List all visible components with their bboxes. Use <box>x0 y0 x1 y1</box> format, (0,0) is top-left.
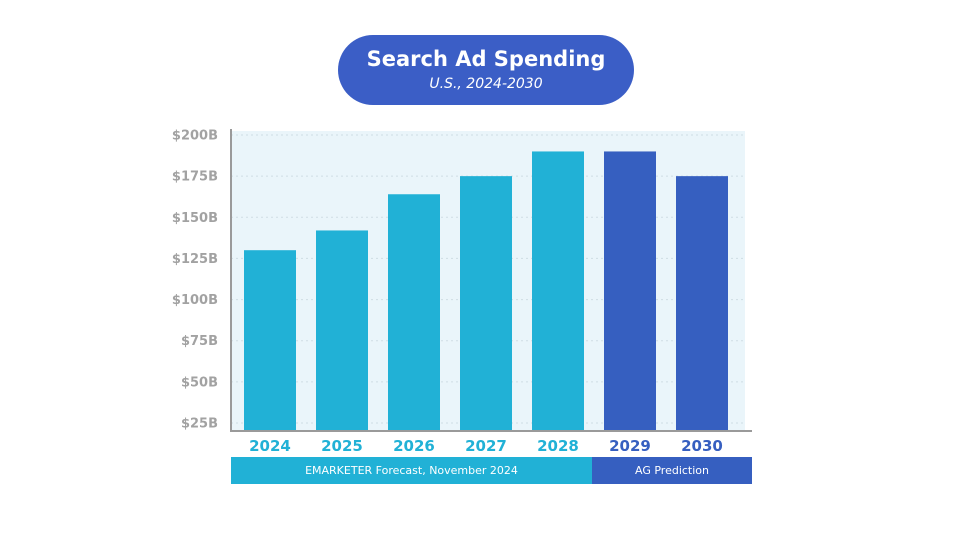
forecast-legend-label: EMARKETER Forecast, November 2024 <box>305 464 518 477</box>
prediction-legend-label: AG Prediction <box>635 464 709 477</box>
x-tick-label: 2025 <box>321 437 363 455</box>
y-tick-label: $25B <box>181 417 218 432</box>
bar <box>604 151 656 431</box>
bar <box>676 176 728 431</box>
y-tick-label: $150B <box>172 211 218 226</box>
y-tick-label: $125B <box>172 252 218 267</box>
chart-subtitle: U.S., 2024-2030 <box>429 76 543 92</box>
bar <box>244 250 296 431</box>
chart-title-pill: Search Ad Spending U.S., 2024-2030 <box>338 35 634 105</box>
bar <box>316 230 368 431</box>
forecast-legend-band: EMARKETER Forecast, November 2024 <box>231 457 592 484</box>
y-tick-label: $75B <box>181 334 218 349</box>
chart-title: Search Ad Spending <box>366 47 606 71</box>
x-tick-label: 2029 <box>609 437 651 455</box>
bar <box>388 194 440 431</box>
y-tick-label: $200B <box>172 129 218 144</box>
y-tick-label: $50B <box>181 375 218 390</box>
y-tick-label: $100B <box>172 293 218 308</box>
y-tick-label: $175B <box>172 170 218 185</box>
prediction-legend-band: AG Prediction <box>592 457 752 484</box>
bar <box>460 176 512 431</box>
x-tick-label: 2026 <box>393 437 435 455</box>
bar <box>532 151 584 431</box>
x-tick-label: 2030 <box>681 437 723 455</box>
x-tick-label: 2024 <box>249 437 291 455</box>
x-tick-label: 2028 <box>537 437 579 455</box>
x-tick-label: 2027 <box>465 437 507 455</box>
